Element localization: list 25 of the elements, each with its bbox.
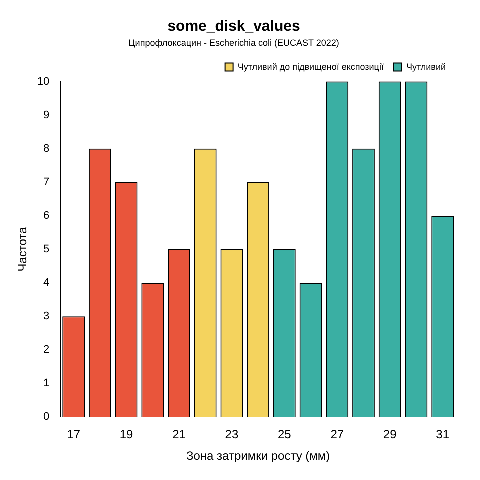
y-tick-label: 5 — [44, 244, 50, 256]
y-tick-label: 3 — [44, 310, 50, 323]
y-tick-label: 7 — [44, 176, 50, 188]
legend-label: Чутливий — [406, 62, 446, 72]
x-axis-title: Зона затримки росту (мм) — [186, 449, 330, 464]
x-tick-label: 29 — [383, 428, 398, 442]
x-tick-label: 19 — [120, 428, 134, 442]
y-tick-label: 1 — [44, 378, 50, 390]
x-tick-label: 31 — [436, 428, 450, 442]
x-tick-label: 23 — [225, 428, 239, 442]
y-tick-label: 6 — [44, 210, 50, 222]
x-tick-label: 21 — [172, 428, 186, 442]
y-tick-label: 2 — [44, 344, 50, 356]
chart-subtitle: Ципрофлоксацин - Escherichia coli (EUCAST 2022) — [128, 38, 340, 48]
x-tick-label: 17 — [67, 428, 81, 442]
x-tick-label: 27 — [330, 428, 344, 442]
x-tick-label: 25 — [278, 428, 292, 442]
y-tick-label: 8 — [44, 142, 50, 155]
y-tick-label: 10 — [37, 76, 50, 88]
y-axis-title: Частота — [16, 226, 30, 272]
y-tick-label: 4 — [44, 277, 50, 290]
y-tick-label: 0 — [44, 411, 50, 424]
legend-label: Чутливий до підвищеної експозиції — [238, 62, 384, 72]
chart-title: some_disk_values — [168, 18, 300, 36]
y-tick-label: 9 — [44, 109, 50, 122]
